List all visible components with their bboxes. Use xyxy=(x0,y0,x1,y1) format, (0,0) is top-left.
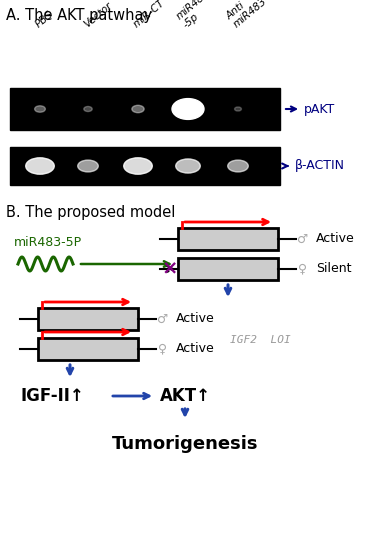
Text: ♂: ♂ xyxy=(157,312,169,325)
Text: ♀: ♀ xyxy=(299,263,307,276)
Text: miR-CT: miR-CT xyxy=(132,0,167,30)
Text: Active: Active xyxy=(316,232,355,246)
Text: IGF-II↑: IGF-II↑ xyxy=(20,387,84,405)
Text: β-ACTIN: β-ACTIN xyxy=(282,160,345,172)
Text: PBS: PBS xyxy=(34,9,56,30)
Text: B. The proposed model: B. The proposed model xyxy=(6,205,175,220)
Text: Anti
miR483: Anti miR483 xyxy=(224,0,269,30)
FancyBboxPatch shape xyxy=(178,228,278,250)
Ellipse shape xyxy=(26,158,54,174)
Text: ♂: ♂ xyxy=(297,232,309,246)
Text: ×: × xyxy=(162,259,178,278)
FancyBboxPatch shape xyxy=(38,338,138,360)
Bar xyxy=(10,88,280,130)
FancyBboxPatch shape xyxy=(38,308,138,330)
Text: IGF2  LOI: IGF2 LOI xyxy=(230,335,291,345)
Text: Active: Active xyxy=(176,312,215,325)
Text: miR483-5P: miR483-5P xyxy=(14,236,82,248)
Text: Tumorigenesis: Tumorigenesis xyxy=(112,435,258,453)
FancyBboxPatch shape xyxy=(178,258,278,280)
Text: pAKT: pAKT xyxy=(286,102,335,115)
Ellipse shape xyxy=(176,159,200,173)
Bar xyxy=(10,147,280,185)
Ellipse shape xyxy=(124,158,152,174)
Text: Silent: Silent xyxy=(316,263,352,276)
Ellipse shape xyxy=(228,160,248,172)
Ellipse shape xyxy=(35,106,46,112)
Ellipse shape xyxy=(84,107,92,112)
Ellipse shape xyxy=(172,98,204,119)
Text: miR483
-5p: miR483 -5p xyxy=(174,0,219,30)
Text: AKT↑: AKT↑ xyxy=(160,387,211,405)
Text: Active: Active xyxy=(176,342,215,356)
Text: Vector: Vector xyxy=(81,1,114,30)
Text: A. The AKT patwhay: A. The AKT patwhay xyxy=(6,8,152,23)
Ellipse shape xyxy=(132,106,144,113)
Text: ♀: ♀ xyxy=(158,342,168,356)
Ellipse shape xyxy=(235,107,242,111)
Ellipse shape xyxy=(78,160,98,172)
